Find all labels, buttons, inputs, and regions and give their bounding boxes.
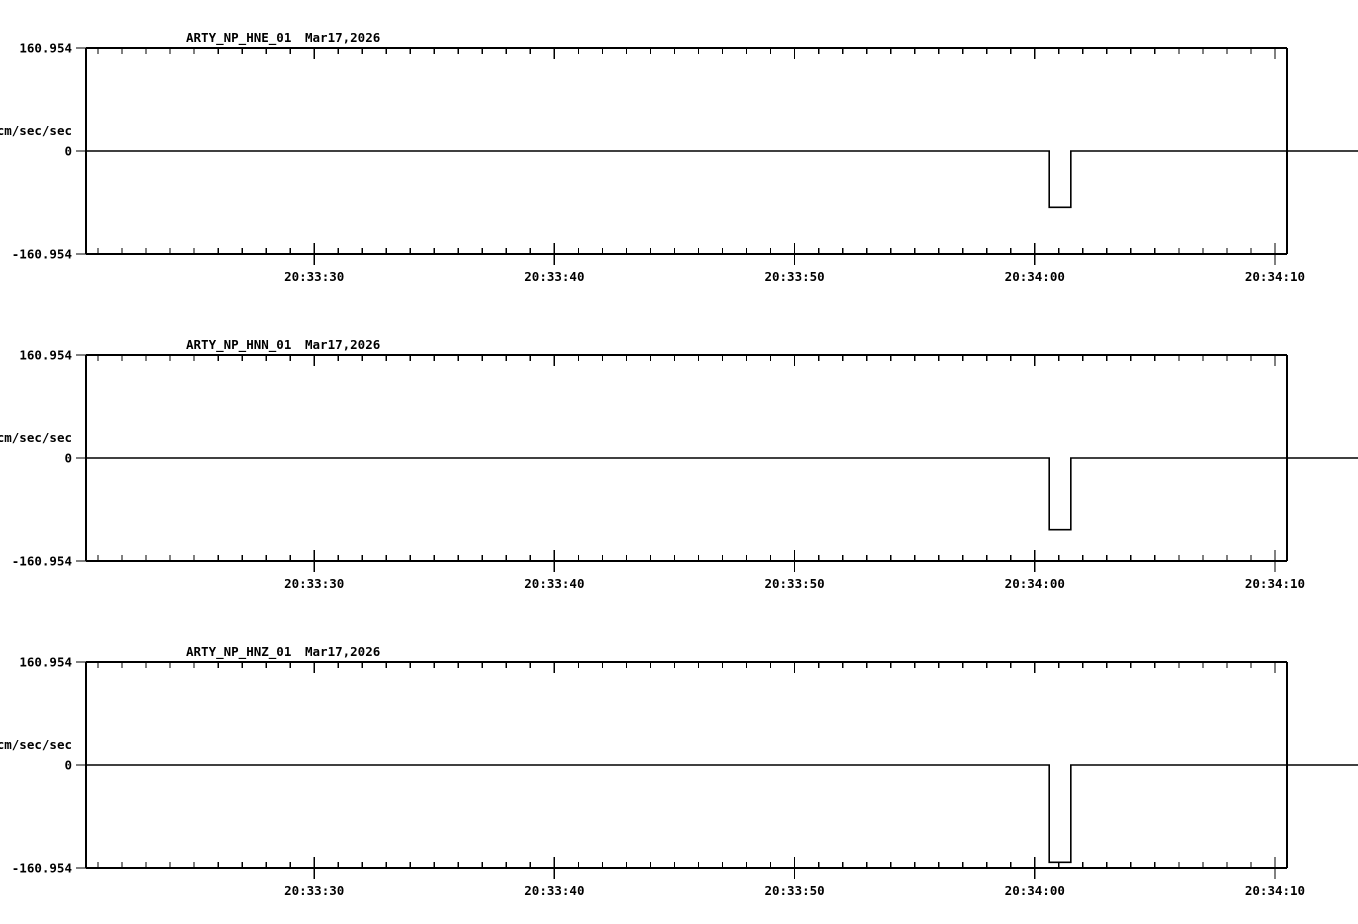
waveform-trace [86, 764, 1358, 864]
x-tick-label: 20:34:10 [1245, 576, 1305, 589]
y-axis-ticks [76, 661, 86, 869]
x-tick-label: 20:33:50 [764, 576, 824, 589]
panel-date: Mar17,2026 [305, 644, 380, 659]
x-tick-label: 20:34:10 [1245, 269, 1305, 282]
y-axis-ticks [76, 47, 86, 255]
x-tick-label: 20:33:30 [284, 576, 344, 589]
y-tick-label: -160.954 [12, 247, 72, 262]
waveform-plot: ARTY_NP_HNN_01 Mar17,2026 160.954 0 -160.954… [0, 337, 1358, 589]
x-tick-label: 20:33:30 [284, 269, 344, 282]
x-axis-ticks [97, 355, 1276, 572]
panel-date: Mar17,2026 [305, 337, 380, 352]
waveform-plot: ARTY_NP_HNE_01 Mar17,2026 160.954 0 -160.954… [0, 30, 1358, 282]
x-tick-label: 20:34:00 [1005, 576, 1065, 589]
x-axis-ticks [97, 48, 1276, 265]
y-axis-unit-label: cm/sec/sec [0, 737, 72, 752]
y-tick-label: -160.954 [12, 861, 72, 876]
y-tick-label: 160.954 [19, 348, 72, 363]
x-tick-label: 20:33:50 [764, 883, 824, 896]
x-tick-label: 20:33:40 [524, 576, 584, 589]
panel-title: ARTY_NP_HNZ_01 [186, 644, 291, 660]
waveform-panel: ARTY_NP_HNN_01 Mar17,2026 160.954 0 -160.954… [0, 329, 1358, 589]
panel-title: ARTY_NP_HNE_01 [186, 30, 291, 46]
y-tick-label: 160.954 [19, 655, 72, 670]
y-tick-label: -160.954 [12, 554, 72, 569]
y-tick-label: 160.954 [19, 41, 72, 56]
y-axis-ticks [76, 354, 86, 562]
waveform-panel: ARTY_NP_HNE_01 Mar17,2026 160.954 0 -160.954… [0, 22, 1358, 282]
panel-date: Mar17,2026 [305, 30, 380, 45]
x-tick-label: 20:34:00 [1005, 883, 1065, 896]
y-tick-label: 0 [64, 451, 72, 466]
y-tick-label: 0 [64, 144, 72, 159]
y-tick-label: 0 [64, 758, 72, 773]
waveform-trace [86, 150, 1358, 209]
x-tick-label: 20:33:40 [524, 883, 584, 896]
x-tick-label: 20:34:00 [1005, 269, 1065, 282]
panel-title: ARTY_NP_HNN_01 [186, 337, 291, 353]
waveform-panel: ARTY_NP_HNZ_01 Mar17,2026 160.954 0 -160.954… [0, 636, 1358, 896]
x-axis-ticks [97, 662, 1276, 879]
waveform-plot: ARTY_NP_HNZ_01 Mar17,2026 160.954 0 -160.954… [0, 644, 1358, 896]
x-tick-label: 20:33:30 [284, 883, 344, 896]
x-tick-label: 20:33:40 [524, 269, 584, 282]
waveform-trace [86, 457, 1358, 531]
x-tick-label: 20:34:10 [1245, 883, 1305, 896]
y-axis-unit-label: cm/sec/sec [0, 123, 72, 138]
y-axis-unit-label: cm/sec/sec [0, 430, 72, 445]
x-tick-label: 20:33:50 [764, 269, 824, 282]
